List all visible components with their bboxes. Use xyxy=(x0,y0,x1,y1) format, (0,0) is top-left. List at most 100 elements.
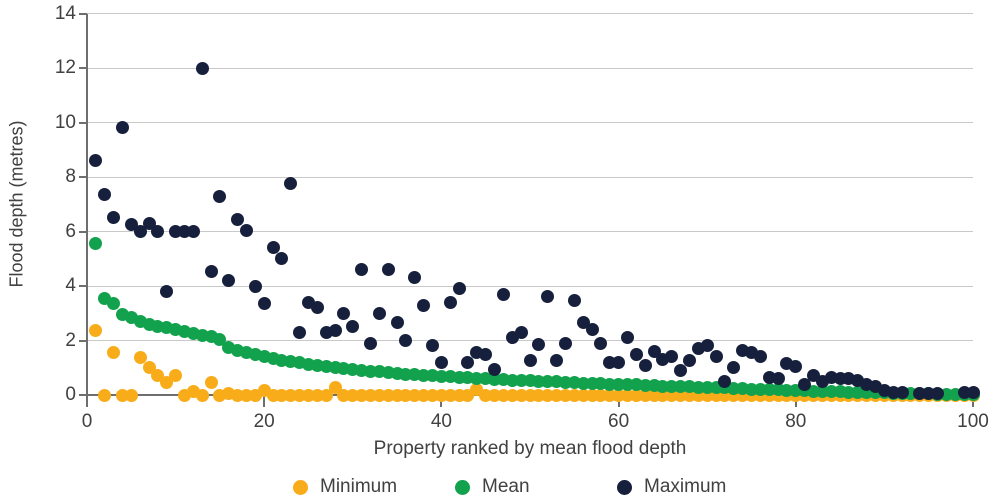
point-maximum-rank-45 xyxy=(479,347,493,361)
y-tick-12 xyxy=(79,67,87,69)
point-minimum-rank-3 xyxy=(107,346,121,360)
legend-label-mean: Mean xyxy=(482,476,530,497)
legend-label-minimum: Minimum xyxy=(320,476,398,497)
y-axis-title: Flood depth (metres) xyxy=(6,120,27,288)
legend: Minimum Mean Maximum xyxy=(293,476,779,498)
y-tick-2 xyxy=(79,339,87,342)
point-maximum-rank-61 xyxy=(620,331,634,345)
point-maximum-rank-24 xyxy=(293,325,307,339)
point-maximum-rank-67 xyxy=(674,363,688,377)
y-tick-label-6: 6 xyxy=(65,220,76,242)
point-maximum-rank-62 xyxy=(629,347,643,361)
point-maximum-rank-57 xyxy=(585,323,599,337)
point-maximum-rank-38 xyxy=(417,298,431,312)
point-maximum-rank-37 xyxy=(408,271,422,285)
point-minimum-rank-5 xyxy=(124,388,138,402)
y-tick-label-8: 8 xyxy=(65,166,76,187)
point-maximum-rank-81 xyxy=(798,377,812,391)
gridline-y-4 xyxy=(87,285,973,287)
legend-marker-maximum xyxy=(617,479,632,495)
point-maximum-rank-18 xyxy=(239,223,253,237)
y-tick-label-14: 14 xyxy=(54,2,76,24)
x-tick-label-0: 0 xyxy=(81,411,93,432)
point-maximum-rank-51 xyxy=(532,338,546,352)
point-mean-rank-1 xyxy=(89,237,103,251)
y-tick-label-2: 2 xyxy=(65,329,76,351)
point-minimum-rank-27 xyxy=(319,388,333,402)
legend-item-minimum: Minimum xyxy=(293,476,455,498)
gridline-y-12 xyxy=(87,67,973,69)
point-maximum-rank-16 xyxy=(222,274,236,288)
point-maximum-rank-41 xyxy=(443,295,457,309)
point-minimum-rank-1 xyxy=(89,324,103,338)
point-maximum-rank-55 xyxy=(567,294,581,308)
point-maximum-rank-70 xyxy=(700,339,714,353)
point-maximum-rank-26 xyxy=(310,301,324,315)
point-maximum-rank-32 xyxy=(364,336,378,350)
point-minimum-rank-13 xyxy=(195,388,209,402)
y-tick-label-12: 12 xyxy=(54,57,76,78)
point-maximum-rank-20 xyxy=(257,297,271,311)
point-maximum-rank-2 xyxy=(98,188,112,202)
point-minimum-rank-6 xyxy=(133,350,147,364)
gridline-y-10 xyxy=(87,122,973,123)
point-maximum-rank-34 xyxy=(381,263,395,277)
point-maximum-rank-3 xyxy=(107,211,121,225)
legend-marker-mean xyxy=(455,479,470,495)
legend-item-mean: Mean xyxy=(455,476,617,498)
point-maximum-rank-13 xyxy=(195,61,209,75)
x-tick-0 xyxy=(86,395,88,407)
gridline-y-6 xyxy=(87,231,973,232)
point-maximum-rank-76 xyxy=(753,350,767,364)
point-minimum-rank-14 xyxy=(204,376,218,390)
point-maximum-rank-23 xyxy=(284,177,298,191)
point-maximum-rank-58 xyxy=(594,336,608,350)
point-maximum-rank-43 xyxy=(461,355,475,369)
point-maximum-rank-49 xyxy=(514,325,528,339)
x-tick-label-80: 80 xyxy=(785,411,807,432)
point-maximum-rank-52 xyxy=(541,290,555,304)
point-maximum-rank-17 xyxy=(231,212,245,226)
gridline-y-2 xyxy=(87,340,973,341)
point-minimum-rank-2 xyxy=(98,388,112,402)
y-tick-label-4: 4 xyxy=(65,275,76,296)
point-maximum-rank-30 xyxy=(346,320,360,334)
x-tick-label-20: 20 xyxy=(253,411,275,432)
point-maximum-rank-73 xyxy=(727,361,741,375)
y-tick-4 xyxy=(79,285,87,287)
point-maximum-rank-72 xyxy=(718,374,732,388)
point-maximum-rank-28 xyxy=(328,324,342,338)
point-maximum-rank-9 xyxy=(160,284,174,298)
point-maximum-rank-42 xyxy=(452,282,466,296)
legend-item-maximum: Maximum xyxy=(617,476,779,498)
point-maximum-rank-68 xyxy=(682,354,696,368)
point-maximum-rank-35 xyxy=(390,316,404,330)
point-maximum-rank-21 xyxy=(266,241,280,255)
point-maximum-rank-15 xyxy=(213,189,227,203)
x-tick-20 xyxy=(263,395,266,407)
y-tick-14 xyxy=(79,12,87,15)
point-maximum-rank-80 xyxy=(789,359,803,373)
x-axis-title: Property ranked by mean flood depth xyxy=(373,438,687,459)
x-tick-label-100: 100 xyxy=(957,411,989,432)
point-maximum-rank-31 xyxy=(355,263,369,277)
point-maximum-rank-50 xyxy=(523,354,537,368)
point-maximum-rank-100 xyxy=(966,386,980,400)
point-maximum-rank-19 xyxy=(248,279,262,293)
y-tick-8 xyxy=(79,176,87,178)
y-tick-6 xyxy=(79,230,87,233)
y-tick-label-0: 0 xyxy=(65,384,76,405)
point-maximum-rank-53 xyxy=(550,354,564,368)
point-maximum-rank-46 xyxy=(488,362,502,376)
legend-marker-minimum xyxy=(293,479,308,495)
y-tick-label-10: 10 xyxy=(54,111,76,133)
point-maximum-rank-8 xyxy=(151,225,165,238)
point-maximum-rank-29 xyxy=(337,306,351,320)
point-maximum-rank-12 xyxy=(186,225,200,238)
point-mean-rank-3 xyxy=(107,297,121,311)
point-maximum-rank-71 xyxy=(709,350,723,364)
point-minimum-rank-10 xyxy=(169,368,183,382)
point-maximum-rank-6 xyxy=(133,225,147,238)
point-maximum-rank-33 xyxy=(372,306,386,320)
